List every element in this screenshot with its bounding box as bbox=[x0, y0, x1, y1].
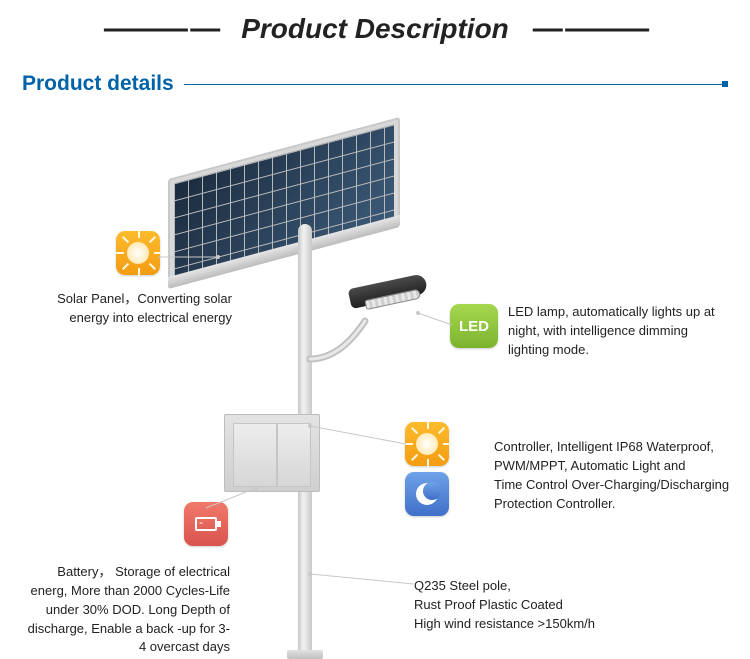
lamp-arm bbox=[310, 331, 390, 386]
callout-led: LED lamp, automatically lights up at nig… bbox=[508, 303, 726, 360]
page-title: Product Description bbox=[241, 13, 509, 45]
sun-icon bbox=[116, 231, 160, 275]
details-line-end bbox=[722, 81, 728, 87]
led-badge-label: LED bbox=[459, 318, 489, 335]
pole-base bbox=[287, 650, 323, 659]
dash-right: — ——— bbox=[533, 12, 646, 46]
details-line bbox=[184, 84, 722, 85]
product-diagram: LED Solar Panel，Converting solar energy … bbox=[0, 96, 750, 656]
dash-left: ——— — bbox=[104, 12, 217, 46]
callout-battery: Battery， Storage of electrical energ, Mo… bbox=[26, 563, 230, 657]
callout-solar: Solar Panel，Converting solar energy into… bbox=[32, 290, 232, 328]
connector-solar bbox=[158, 252, 278, 270]
battery-box bbox=[224, 414, 320, 492]
sun-icon-controller bbox=[405, 422, 449, 466]
connector-controller bbox=[310, 426, 410, 461]
details-header: Product details bbox=[22, 72, 728, 96]
moon-icon bbox=[405, 472, 449, 516]
callout-pole: Q235 Steel pole,Rust Proof Plastic Coate… bbox=[414, 577, 664, 634]
connector-led bbox=[418, 309, 458, 334]
connector-battery bbox=[206, 488, 266, 517]
callout-controller: Controller, Intelligent IP68 Waterproof,… bbox=[494, 438, 734, 513]
connector-pole bbox=[310, 574, 420, 599]
details-title: Product details bbox=[22, 72, 174, 96]
main-title-row: ——— — Product Description — ——— bbox=[0, 0, 750, 46]
